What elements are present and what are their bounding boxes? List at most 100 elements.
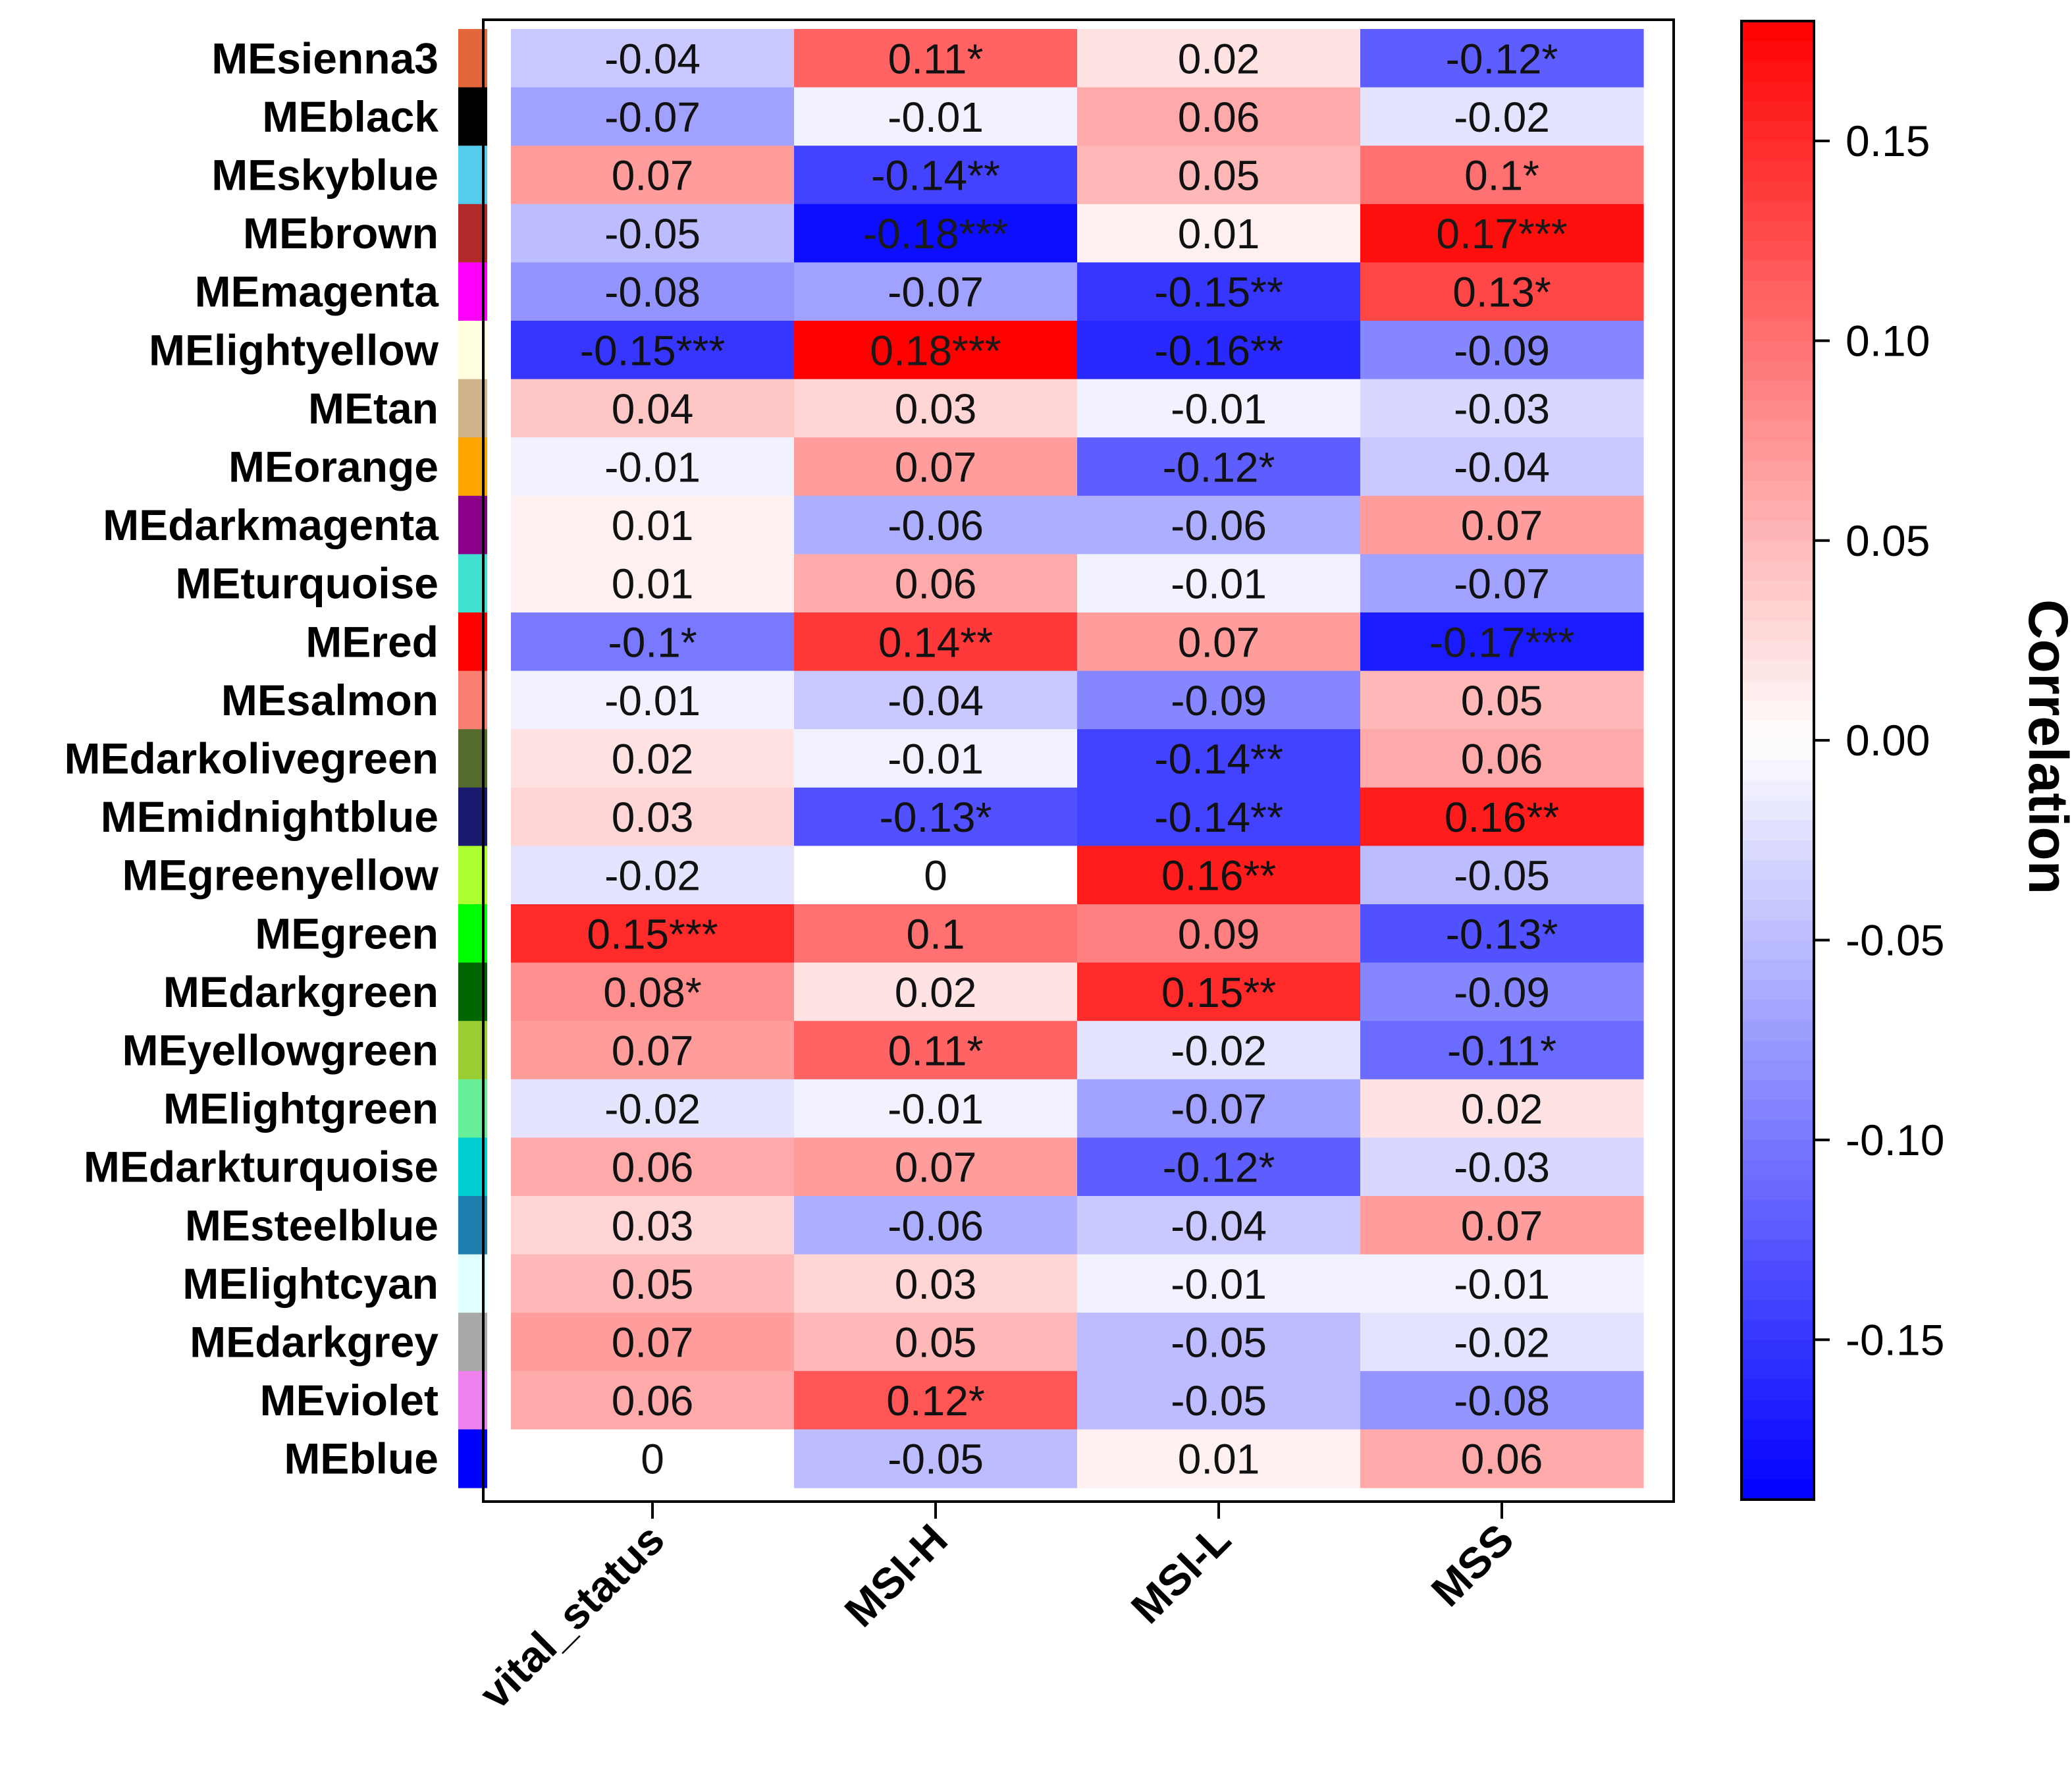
heatmap-cell xyxy=(794,846,1078,905)
heatmap-cell xyxy=(1077,846,1361,905)
colorbar-segment xyxy=(1741,860,1814,881)
colorbar-segment xyxy=(1741,1319,1814,1341)
colorbar-segment xyxy=(1741,1060,1814,1081)
heatmap-cell xyxy=(794,729,1078,788)
heatmap-cell xyxy=(511,1371,795,1430)
heatmap-cell xyxy=(794,87,1078,146)
cell-label: 0.11* xyxy=(888,35,984,82)
row-label-MEyellowgreen: MEyellowgreen xyxy=(122,1026,438,1075)
row-label-MEblack: MEblack xyxy=(262,92,438,141)
heatmap-cell xyxy=(511,1137,795,1197)
colorbar-segment xyxy=(1741,980,1814,1001)
row-labels: MEsienna3 MEblack MEskyblue MEbrown MEmagent… xyxy=(64,34,439,1482)
column-label-MSI-L: MSI-L xyxy=(1122,1515,1240,1633)
heatmap-cell xyxy=(511,729,795,788)
row-label-MEsalmon: MEsalmon xyxy=(221,676,438,724)
row-label-MEbrown: MEbrown xyxy=(243,209,438,258)
cell-label: 0.12* xyxy=(886,1377,984,1425)
cell-label: 0.01 xyxy=(612,502,694,549)
colorbar-segment xyxy=(1741,940,1814,961)
cell-label: -0.01 xyxy=(1171,560,1267,608)
colorbar-segment xyxy=(1741,381,1814,402)
cell-label: -0.01 xyxy=(888,736,984,783)
heatmap-cell xyxy=(511,437,795,497)
colorbar-segment xyxy=(1741,1259,1814,1281)
colorbar-segment xyxy=(1741,600,1814,621)
cell-label: -0.06 xyxy=(888,1202,984,1249)
heatmap-cell xyxy=(1360,787,1644,846)
cell-label: 0.01 xyxy=(612,560,694,608)
row-label-MEsteelblue: MEsteelblue xyxy=(185,1201,438,1249)
colorbar-segment xyxy=(1741,400,1814,421)
heatmap-cell xyxy=(511,1021,795,1080)
colorbar-segment xyxy=(1741,580,1814,601)
heatmap-cell xyxy=(1360,146,1644,205)
cell-label: -0.02 xyxy=(1454,1319,1550,1367)
colorbar-segment xyxy=(1741,1399,1814,1421)
colorbar-segment xyxy=(1741,540,1814,561)
colorbar-segment xyxy=(1741,1479,1814,1500)
heatmap-cell xyxy=(794,612,1078,672)
heatmap-cell xyxy=(1360,846,1644,905)
row-label-MElightyellow: MElightyellow xyxy=(149,325,439,374)
cell-label: 0.03 xyxy=(612,1202,694,1249)
heatmap-cell xyxy=(511,495,795,555)
cell-label: 0.07 xyxy=(1461,502,1543,549)
row-label-MEmidnightblue: MEmidnightblue xyxy=(101,792,438,841)
colorbar-segment xyxy=(1741,81,1814,102)
cell-label: -0.07 xyxy=(604,94,701,141)
cell-label: 0.06 xyxy=(1461,1436,1543,1483)
cell-label: 0.03 xyxy=(895,385,977,433)
heatmap-cell xyxy=(794,495,1078,555)
cell-label: -0.09 xyxy=(1171,677,1267,724)
colorbar-segment xyxy=(1741,640,1814,661)
heatmap-cell xyxy=(794,1021,1078,1080)
cell-label: 0.04 xyxy=(612,385,694,433)
heatmap-cell xyxy=(1077,204,1361,263)
plot-border xyxy=(482,18,1675,1503)
cell-label: -0.01 xyxy=(888,1085,984,1133)
heatmap-cell xyxy=(794,29,1078,88)
cell-label: 0.05 xyxy=(1461,677,1543,724)
cell-label: 0.17*** xyxy=(1436,210,1567,258)
heatmap-cell xyxy=(511,846,795,905)
colorbar-segment xyxy=(1741,1120,1814,1141)
cell-label: -0.1* xyxy=(608,618,697,666)
column-label-MSS: MSS xyxy=(1421,1515,1522,1616)
colorbar-segment xyxy=(1741,180,1814,202)
colorbar-segment xyxy=(1741,501,1814,522)
cell-label: -0.05 xyxy=(1171,1377,1267,1425)
heatmap-cell xyxy=(794,1254,1078,1313)
heatmap-cell xyxy=(1077,612,1361,672)
heatmap-cell xyxy=(511,1196,795,1255)
colorbar-segment xyxy=(1741,740,1814,761)
cell-label: -0.03 xyxy=(1454,385,1550,433)
cell-label: -0.12* xyxy=(1163,1144,1275,1191)
heatmap-cell xyxy=(511,1313,795,1372)
colorbar-segment xyxy=(1741,880,1814,901)
colorbar-segment xyxy=(1741,720,1814,741)
colorbar-segment xyxy=(1741,680,1814,701)
colorbar-segment xyxy=(1741,1180,1814,1201)
row-label-MEsienna3: MEsienna3 xyxy=(211,34,438,82)
cell-label: 0.07 xyxy=(612,152,694,200)
cell-label: -0.16** xyxy=(1154,327,1283,374)
heatmap-cell xyxy=(1360,262,1644,321)
colorbar-tick-label: -0.15 xyxy=(1846,1315,1944,1364)
colorbar-segment xyxy=(1741,420,1814,441)
colorbar-segment xyxy=(1741,820,1814,841)
cell-label: 0.02 xyxy=(1178,35,1260,82)
colorbar-segment xyxy=(1741,960,1814,981)
cell-label: 0.15** xyxy=(1161,969,1276,1016)
heatmap-cell xyxy=(1077,1371,1361,1430)
cell-label: -0.07 xyxy=(1454,560,1550,608)
cell-label: 0.08* xyxy=(603,969,701,1016)
cell-label: 0.05 xyxy=(612,1261,694,1308)
colorbar-segment xyxy=(1741,1340,1814,1361)
heatmap-cell xyxy=(1077,554,1361,613)
colorbar-segment xyxy=(1741,61,1814,82)
cell-label: -0.01 xyxy=(1454,1261,1550,1308)
heatmap-cell xyxy=(1360,1371,1644,1430)
cell-label: 0.07 xyxy=(1461,1202,1543,1249)
cell-label: -0.01 xyxy=(888,94,984,141)
